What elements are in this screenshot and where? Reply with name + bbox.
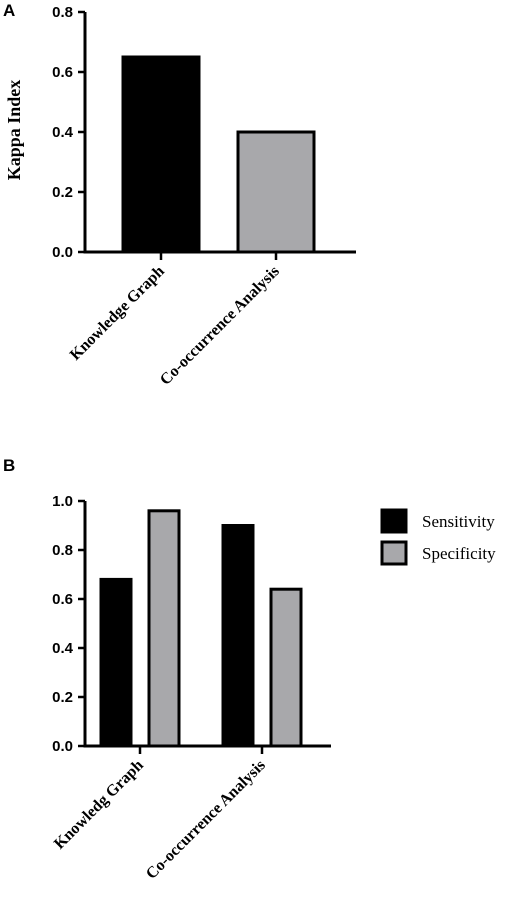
panel-b-category-label: Knowledg Graph [51,757,147,853]
panel-a-category-label: Co-occurrence Analysis [157,263,283,389]
panel-a-y-axis-title: Kappa Index [4,80,24,181]
panel-b-category-label: Co-occurrence Analysis [143,757,269,883]
panel-b-legend: Sensitivity Specificity [380,508,496,566]
panel-a-plot: 0.0 0.2 0.4 0.6 0.8 Knowledge GraphCo-occurre… [52,4,356,389]
panel-a-y-tick-label: 0.8 [52,4,73,21]
panel-b-y-tick-label: 0.0 [52,738,73,755]
panel-a-bar [121,55,201,254]
panel-b-bar [221,524,255,748]
panel-b-y-tick-label: 0.6 [52,591,73,608]
legend-swatch [380,540,408,566]
panel-a-y-tick-label: 0.0 [52,244,73,261]
panel-a-bar [236,130,316,254]
panel-a-letter: A [3,1,15,20]
panel-b-bar [99,577,133,748]
panel-a-y-tick-label: 0.4 [52,124,74,141]
panel-a-y-tick-label: 0.2 [52,184,73,201]
panel-a-y-tick-label: 0.6 [52,64,73,81]
panel-b-y-tick-label: 1.0 [52,493,73,510]
panel-b-y-tick-label: 0.8 [52,542,73,559]
panel-b-plot: 0.0 0.2 0.4 0.6 0.8 1.0 Knowledg GraphCo-occur… [51,493,331,883]
panel-b-bar [147,509,181,748]
panel-b-letter: B [3,456,15,475]
panel-a-category-label: Knowledge Graph [67,263,168,364]
panel-b-y-tick-label: 0.2 [52,689,73,706]
legend-label: Specificity [422,544,496,563]
panel-b-y-tick-label: 0.4 [52,640,74,657]
panel-b-bar [269,587,303,748]
legend-swatch [380,508,408,534]
legend-label: Sensitivity [422,512,495,531]
